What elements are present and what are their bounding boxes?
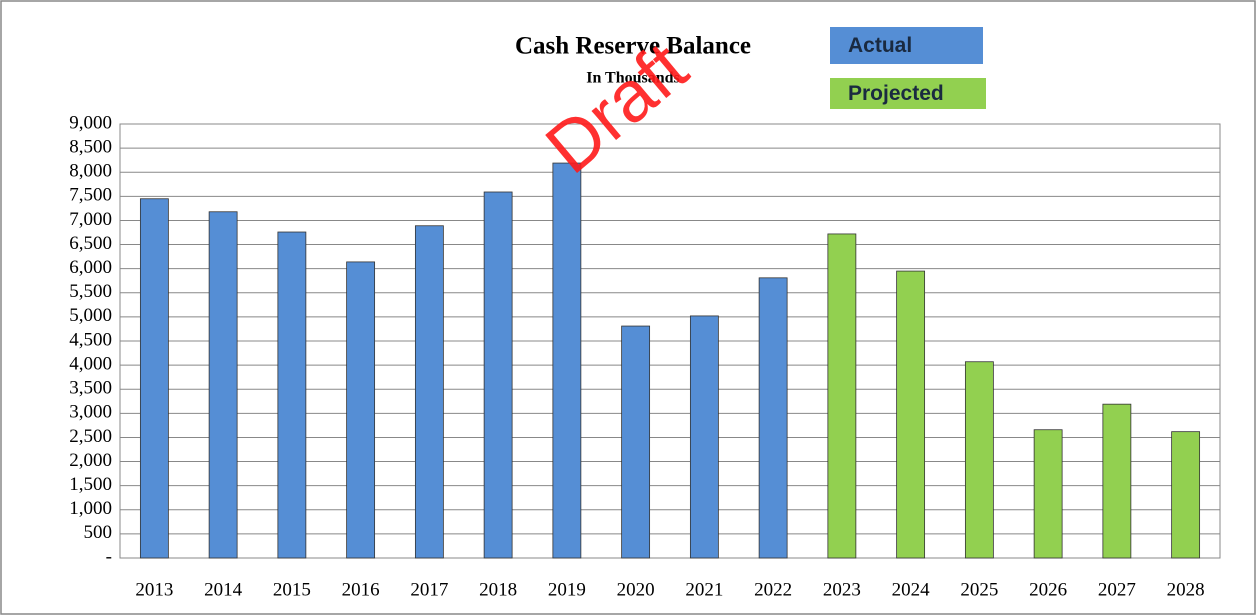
x-tick-label: 2022 bbox=[754, 579, 792, 600]
bar bbox=[621, 325, 651, 559]
x-tick-label: 2027 bbox=[1098, 579, 1136, 600]
legend-swatch bbox=[830, 27, 983, 64]
bar bbox=[827, 233, 857, 559]
y-tick-label: 4,500 bbox=[69, 329, 112, 350]
x-tick-label: 2025 bbox=[960, 579, 998, 600]
y-tick-label: 5,500 bbox=[69, 281, 112, 302]
y-tick-label: 3,500 bbox=[69, 378, 112, 399]
x-tick-label: 2023 bbox=[823, 579, 861, 600]
y-tick-label: 8,500 bbox=[69, 136, 112, 157]
y-tick-label: - bbox=[106, 546, 112, 567]
x-tick-label: 2016 bbox=[342, 579, 380, 600]
x-tick-label: 2028 bbox=[1167, 579, 1205, 600]
bar bbox=[1171, 431, 1201, 559]
bar bbox=[1102, 403, 1132, 559]
y-tick-label: 2,000 bbox=[69, 450, 112, 471]
y-tick-label: 9,000 bbox=[69, 112, 112, 133]
y-tick-label: 4,000 bbox=[69, 353, 112, 374]
y-tick-label: 6,000 bbox=[69, 257, 112, 278]
y-tick-label: 1,500 bbox=[69, 474, 112, 495]
bar bbox=[139, 198, 169, 559]
bar bbox=[277, 231, 307, 559]
chart-title: Cash Reserve Balance bbox=[515, 33, 751, 60]
bar bbox=[896, 270, 926, 559]
x-tick-label: 2021 bbox=[685, 579, 723, 600]
y-tick-label: 500 bbox=[84, 522, 113, 543]
bar bbox=[964, 361, 994, 559]
x-tick-label: 2018 bbox=[479, 579, 517, 600]
y-tick-label: 2,500 bbox=[69, 426, 112, 447]
bar bbox=[758, 277, 788, 559]
x-tick-label: 2020 bbox=[617, 579, 655, 600]
y-tick-label: 7,500 bbox=[69, 185, 112, 206]
bar bbox=[414, 225, 444, 559]
y-tick-label: 3,000 bbox=[69, 402, 112, 423]
y-tick-label: 7,000 bbox=[69, 209, 112, 230]
x-tick-label: 2015 bbox=[273, 579, 311, 600]
plot-frame bbox=[119, 123, 1221, 559]
bar bbox=[689, 315, 719, 559]
x-tick-label: 2019 bbox=[548, 579, 586, 600]
chart-subtitle: In Thousands bbox=[586, 70, 680, 87]
bar bbox=[1033, 429, 1063, 559]
legend-label: Projected bbox=[848, 82, 944, 105]
legend-label: Actual bbox=[848, 34, 912, 57]
y-tick-label: 6,500 bbox=[69, 233, 112, 254]
bar bbox=[208, 211, 238, 559]
y-tick-label: 1,000 bbox=[69, 498, 112, 519]
x-tick-label: 2026 bbox=[1029, 579, 1067, 600]
bar bbox=[552, 162, 582, 559]
bar bbox=[483, 191, 513, 559]
y-tick-label: 8,000 bbox=[69, 161, 112, 182]
x-tick-label: 2017 bbox=[410, 579, 448, 600]
x-tick-label: 2013 bbox=[135, 579, 173, 600]
x-tick-label: 2014 bbox=[204, 579, 243, 600]
y-tick-label: 5,000 bbox=[69, 305, 112, 326]
x-tick-label: 2024 bbox=[892, 579, 931, 600]
bar bbox=[346, 261, 376, 559]
legend-swatch bbox=[830, 78, 986, 109]
